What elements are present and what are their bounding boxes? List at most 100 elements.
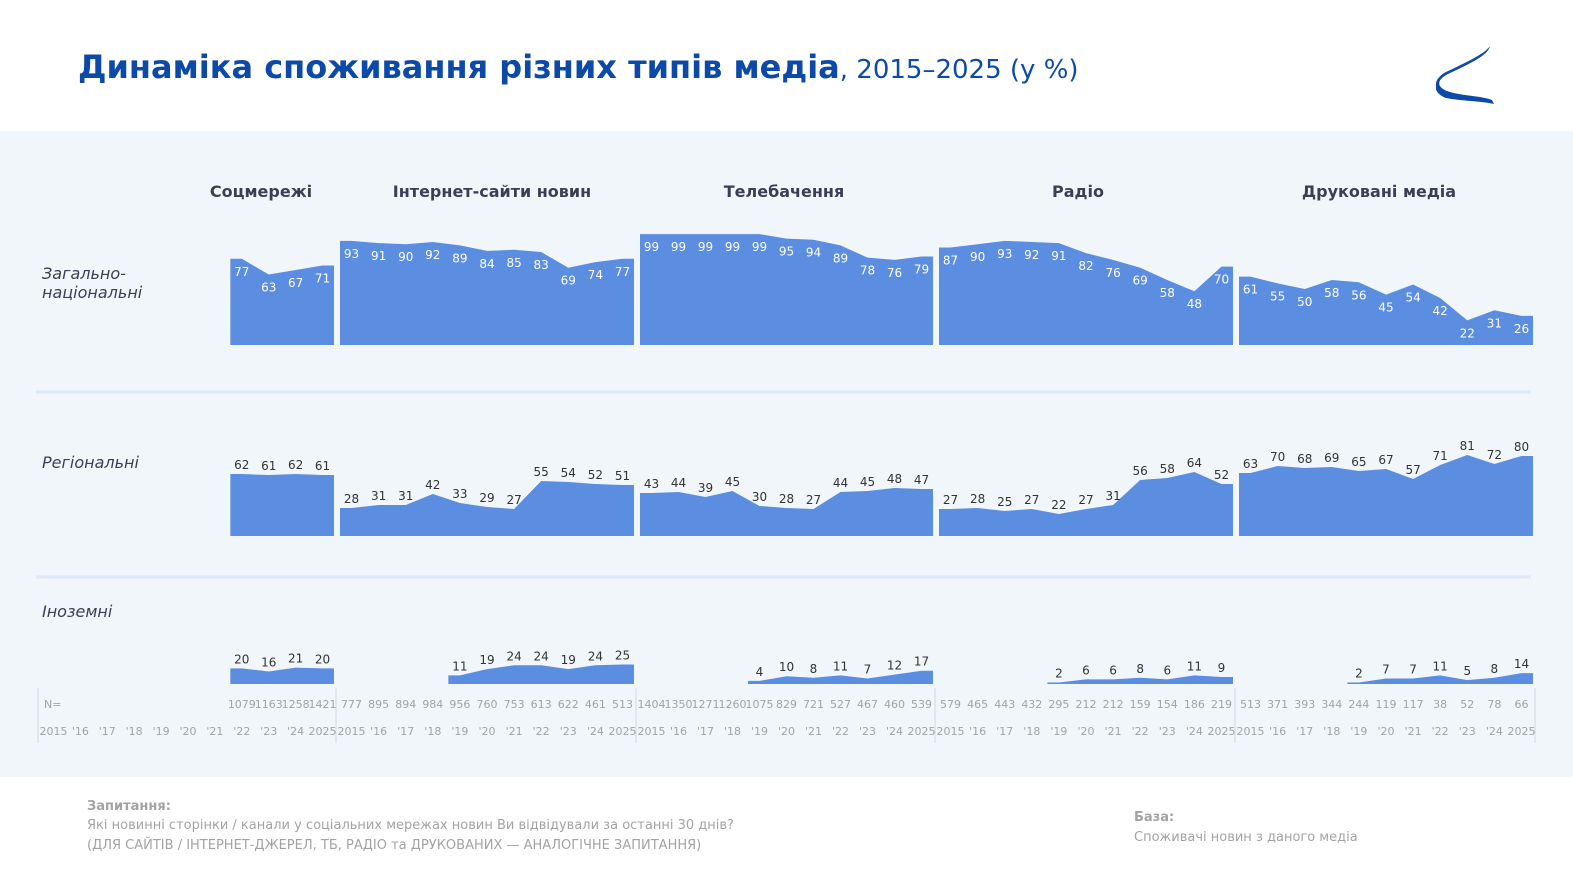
year-tick-label: '21 (805, 725, 822, 738)
area-загально-національні-друковані-медіа (1239, 276, 1533, 345)
n-value: 52 (1460, 698, 1474, 711)
data-label: 63 (261, 280, 276, 294)
year-tick-label: '22 (533, 725, 550, 738)
n-value: 894 (395, 698, 416, 711)
data-label: 87 (943, 254, 958, 268)
data-label: 81 (1460, 439, 1475, 453)
year-tick-label: '21 (1105, 725, 1122, 738)
data-label: 61 (315, 459, 330, 473)
title-period: , 2015–2025 (у %) (839, 55, 1079, 85)
data-label: 47 (914, 473, 929, 487)
data-label: 72 (1487, 448, 1502, 462)
year-tick-label: '22 (233, 725, 250, 738)
year-tick-label: '22 (832, 725, 849, 738)
data-label: 91 (371, 249, 386, 263)
year-tick-label: '16 (1269, 725, 1286, 738)
brand-logo (1436, 46, 1494, 104)
data-label: 99 (752, 240, 767, 254)
data-label: 90 (970, 250, 985, 264)
n-value: 460 (884, 698, 905, 711)
data-label: 2 (1355, 666, 1363, 680)
data-label: 19 (479, 653, 494, 667)
data-label: 76 (1105, 266, 1120, 280)
data-label: 48 (1187, 297, 1202, 311)
year-tick-label: '21 (206, 725, 223, 738)
data-label: 8 (1136, 662, 1144, 676)
data-label: 95 (779, 245, 794, 259)
data-label: 16 (261, 656, 276, 670)
data-label: 20 (234, 652, 249, 666)
data-label: 28 (344, 492, 359, 506)
data-label: 30 (752, 490, 767, 504)
n-label: N= (44, 698, 61, 711)
data-label: 77 (615, 265, 630, 279)
year-tick-label: '19 (1050, 725, 1067, 738)
data-label: 93 (344, 247, 359, 261)
data-label: 28 (970, 492, 985, 506)
data-label: 71 (1433, 449, 1448, 463)
year-tick-label: 2015 (338, 725, 366, 738)
year-tick-label: '22 (1432, 725, 1449, 738)
year-tick-label: '23 (1459, 725, 1476, 738)
year-tick-label: '23 (1159, 725, 1176, 738)
area-загально-національні-інтернет-сайти-новин (340, 240, 634, 345)
data-label: 27 (1024, 493, 1039, 507)
n-value: 432 (1021, 698, 1042, 711)
year-tick-label: '24 (1486, 725, 1503, 738)
data-label: 55 (534, 465, 549, 479)
data-label: 9 (1218, 661, 1226, 675)
n-value: 613 (531, 698, 552, 711)
n-value: 1163 (255, 698, 283, 711)
base-label: База: (1134, 810, 1175, 825)
data-label: 76 (887, 266, 902, 280)
data-label: 14 (1514, 657, 1529, 671)
year-tick-label: '18 (1023, 725, 1040, 738)
data-label: 12 (887, 659, 902, 673)
data-label: 62 (234, 458, 249, 472)
n-value: 159 (1130, 698, 1151, 711)
n-value: 443 (994, 698, 1015, 711)
data-label: 69 (1324, 451, 1339, 465)
year-tick-label: '20 (478, 725, 495, 738)
n-value: 219 (1211, 698, 1232, 711)
data-label: 56 (1133, 464, 1148, 478)
n-value: 212 (1076, 698, 1097, 711)
n-value: 1075 (746, 698, 774, 711)
n-value: 461 (585, 698, 606, 711)
data-label: 2 (1055, 666, 1063, 680)
data-label: 4 (756, 665, 764, 679)
data-label: 22 (1460, 326, 1475, 340)
data-label: 57 (1405, 463, 1420, 477)
data-label: 11 (1187, 659, 1202, 673)
data-label: 44 (833, 476, 848, 490)
year-tick-label: '22 (1132, 725, 1149, 738)
year-tick-label: 2015 (937, 725, 965, 738)
data-label: 99 (644, 240, 659, 254)
base-text: Споживачі новин з даного медіа (1134, 830, 1358, 845)
n-value: 956 (449, 698, 470, 711)
year-tick-label: 2025 (1507, 725, 1535, 738)
data-label: 89 (833, 251, 848, 265)
n-value: 66 (1514, 698, 1528, 711)
data-label: 39 (698, 481, 713, 495)
data-label: 61 (1243, 283, 1258, 297)
data-label: 99 (671, 240, 686, 254)
data-label: 54 (561, 466, 576, 480)
n-value: 295 (1048, 698, 1069, 711)
area-іноземні-друковані-медіа (1347, 673, 1533, 684)
area-іноземні-соцмережі (230, 667, 334, 684)
year-tick-label: '16 (72, 725, 89, 738)
data-label: 67 (288, 276, 303, 290)
data-label: 55 (1270, 289, 1285, 303)
year-tick-label: '17 (697, 725, 714, 738)
data-label: 52 (588, 468, 603, 482)
area-регіональні-соцмережі (230, 474, 334, 536)
n-value: 760 (477, 698, 498, 711)
data-label: 5 (1463, 664, 1471, 678)
n-value: 1258 (282, 698, 310, 711)
data-label: 70 (1270, 450, 1285, 464)
year-tick-label: '20 (179, 725, 196, 738)
area-іноземні-радіо (1047, 675, 1233, 684)
n-value: 117 (1403, 698, 1424, 711)
data-label: 6 (1109, 663, 1117, 677)
